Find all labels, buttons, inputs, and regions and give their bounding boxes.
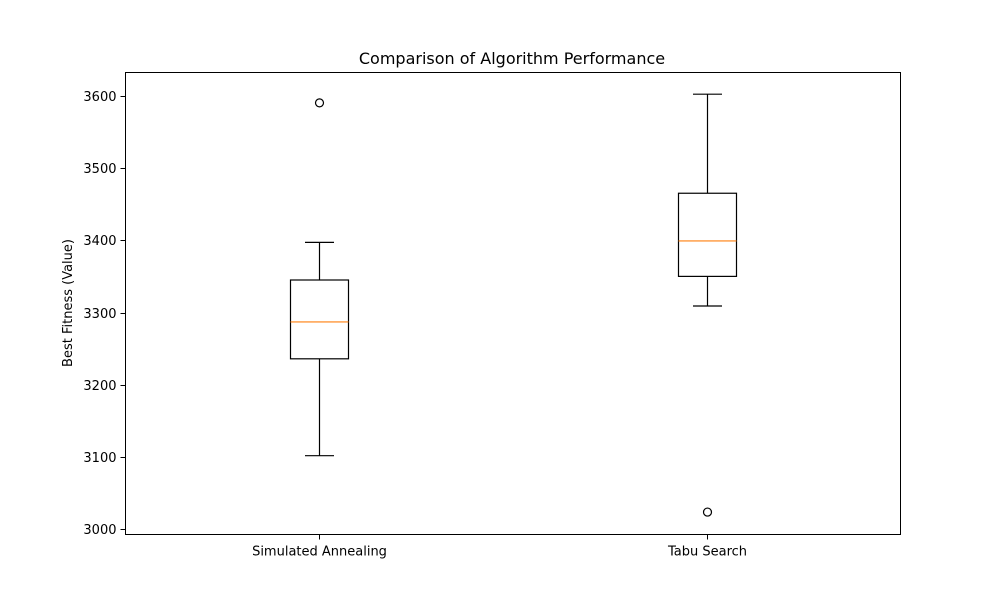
plot-frame <box>125 72 901 535</box>
y-tick-label: 3600 <box>83 90 116 105</box>
chart-title: Comparison of Algorithm Performance <box>359 49 665 68</box>
y-tick-label: 3300 <box>83 307 116 322</box>
y-tick-label: 3400 <box>83 234 116 249</box>
y-tick-label: 3100 <box>83 451 116 466</box>
y-tick-label: 3000 <box>83 523 116 538</box>
plot-area: 3000 3100 3200 3300 3400 3500 3600 Simulated An… <box>83 90 747 560</box>
x-tick-label: Tabu Search <box>667 545 747 560</box>
outlier-point <box>702 507 713 517</box>
box-iqr <box>677 192 738 277</box>
y-tick-label: 3500 <box>83 162 116 177</box>
y-axis-label: Best Fitness (Value) <box>61 239 76 367</box>
outlier-point <box>314 98 325 108</box>
box-iqr <box>289 279 350 360</box>
x-tick-label: Simulated Annealing <box>252 545 387 560</box>
y-tick-label: 3200 <box>83 379 116 394</box>
